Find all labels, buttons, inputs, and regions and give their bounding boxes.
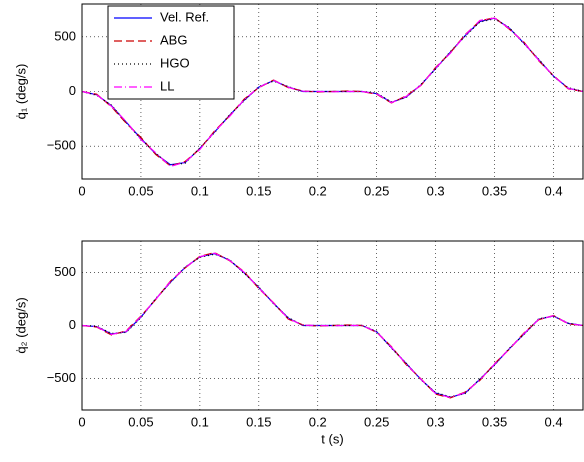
plot-frame — [81, 3, 584, 180]
y-axis-label: q̇₁ (deg/s) — [13, 64, 28, 120]
y-tick-label: −500 — [47, 138, 76, 153]
x-tick-label: 0.2 — [309, 183, 327, 198]
x-tick-label: 0.4 — [544, 183, 562, 198]
series-line — [82, 252, 583, 399]
x-axis-label: t (s) — [321, 431, 343, 446]
x-tick-label: 0.05 — [128, 183, 153, 198]
plot-frame — [81, 240, 584, 411]
x-tick-label: 0 — [78, 183, 85, 198]
y-tick-label: −500 — [47, 370, 76, 385]
legend-label: Vel. Ref. — [160, 9, 209, 24]
x-tick-label: 0.35 — [482, 183, 507, 198]
y-axis-label: q̇₂ (deg/s) — [13, 297, 28, 353]
x-tick-label: 0 — [78, 414, 85, 429]
x-tick-label: 0.25 — [364, 414, 389, 429]
x-tick-label: 0.3 — [427, 183, 445, 198]
x-tick-label: 0.3 — [427, 414, 445, 429]
y-tick-label: 0 — [69, 83, 76, 98]
x-tick-label: 0.1 — [191, 414, 209, 429]
x-tick-label: 0.05 — [128, 414, 153, 429]
legend-label: LL — [160, 78, 174, 93]
legend-box — [107, 5, 235, 100]
legend-label: HGO — [160, 55, 190, 70]
y-tick-label: 0 — [69, 317, 76, 332]
x-tick-label: 0.4 — [544, 414, 562, 429]
x-tick-label: 0.1 — [191, 183, 209, 198]
y-tick-label: 500 — [54, 264, 76, 279]
x-tick-label: 0.2 — [309, 414, 327, 429]
y-tick-label: 500 — [54, 28, 76, 43]
legend-label: ABG — [160, 32, 187, 47]
series-line — [82, 17, 583, 168]
x-tick-label: 0.35 — [482, 414, 507, 429]
x-tick-label: 0.15 — [246, 414, 271, 429]
x-tick-label: 0.15 — [246, 183, 271, 198]
x-tick-label: 0.25 — [364, 183, 389, 198]
